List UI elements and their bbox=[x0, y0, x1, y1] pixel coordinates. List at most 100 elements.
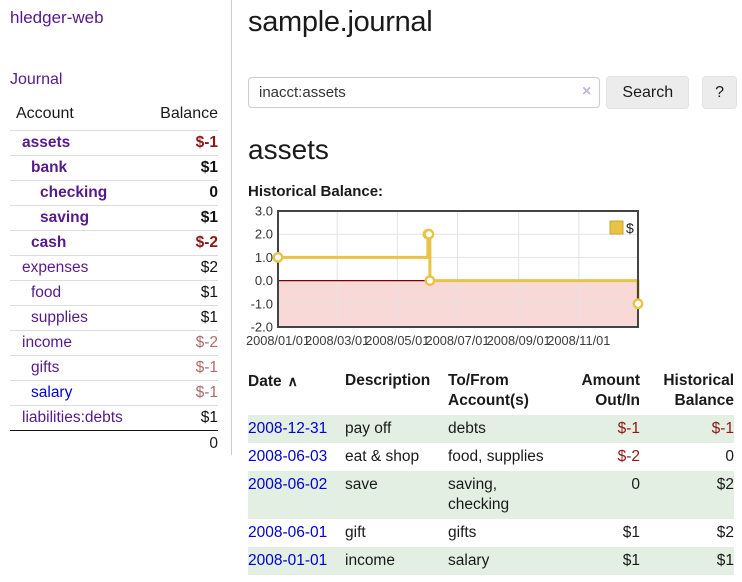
register-col-amount: Amount Out/In bbox=[581, 372, 640, 409]
account-link[interactable]: checking bbox=[40, 184, 108, 201]
register-date-link[interactable]: 2008-06-03 bbox=[248, 448, 328, 465]
search-input[interactable] bbox=[248, 77, 601, 108]
register-col-accounts: To/From Account(s) bbox=[448, 372, 529, 409]
balance-chart-svg: 3.0 2.0 1.0 0.0 -1.0 -2.02008/01/012008/03/01… bbox=[246, 204, 644, 348]
register-date-cell: 2008-12-31 bbox=[248, 415, 345, 443]
account-row: bank $1 bbox=[10, 155, 218, 181]
account-link[interactable]: bank bbox=[31, 159, 68, 176]
account-link[interactable]: income bbox=[22, 334, 72, 351]
chart-y-tick-label: 1.0 bbox=[255, 250, 273, 265]
register-date-link[interactable]: 2008-01-01 bbox=[248, 552, 328, 569]
register-date-cell: 2008-01-01 bbox=[248, 547, 345, 575]
register-date-link[interactable]: 2008-06-01 bbox=[248, 524, 328, 541]
register-row: 2008-06-01 gift gifts $1 $2 bbox=[248, 519, 734, 547]
register-header-row: Date ∧ Description To/From Account(s) Amo… bbox=[248, 369, 734, 415]
chart-x-tick-label: 2008/11/01 bbox=[547, 333, 610, 348]
chart-x-tick-label: 2008/07/01 bbox=[425, 333, 489, 348]
account-balance: $1 bbox=[138, 405, 218, 431]
register-date-link[interactable]: 2008-12-31 bbox=[248, 420, 328, 437]
account-row: cash $-2 bbox=[10, 230, 218, 256]
account-link[interactable]: cash bbox=[31, 234, 67, 251]
sidebar-item-journal[interactable]: Journal bbox=[10, 71, 63, 88]
account-row: supplies $1 bbox=[10, 305, 218, 331]
chart-y-tick-label: 2.0 bbox=[255, 227, 273, 242]
register-amount-cell: $-1 bbox=[617, 420, 640, 437]
account-link[interactable]: saving bbox=[40, 209, 90, 226]
register-balance-cell: $2 bbox=[716, 524, 734, 541]
accounts-table: Account Balance assets $-1 bank $1 checking 0… bbox=[10, 105, 218, 457]
account-balance: $1 bbox=[138, 155, 218, 181]
account-row: salary $-1 bbox=[10, 380, 218, 406]
search-form: × Search ? bbox=[248, 76, 737, 109]
account-link[interactable]: salary bbox=[31, 384, 73, 401]
main-content: sample.journal × Search ? assets Histori… bbox=[246, 0, 737, 575]
account-row: assets $-1 bbox=[10, 130, 218, 156]
register-description-cell: gift bbox=[345, 524, 366, 541]
accounts-col-balance: Balance bbox=[160, 105, 218, 122]
account-balance: 0 bbox=[138, 180, 218, 206]
register-col-date[interactable]: Date ∧ bbox=[248, 373, 298, 390]
help-button[interactable]: ? bbox=[702, 76, 737, 109]
account-row: gifts $-1 bbox=[10, 355, 218, 381]
chart-legend-swatch bbox=[609, 220, 624, 235]
page-title: sample.journal bbox=[248, 6, 433, 38]
chart-data-point bbox=[423, 228, 435, 240]
chart-x-tick-label: 2008/05/01 bbox=[365, 333, 429, 348]
register-description-cell: save bbox=[345, 476, 378, 493]
register-amount-cell: $-2 bbox=[617, 448, 640, 465]
register-date-link[interactable]: 2008-06-02 bbox=[248, 476, 328, 493]
account-balance: $1 bbox=[138, 280, 218, 306]
account-balance: $-2 bbox=[138, 230, 218, 256]
chart-data-point bbox=[424, 275, 436, 287]
chart-x-tick-label: 2008/01/01 bbox=[246, 333, 310, 348]
accounts-col-account: Account bbox=[16, 105, 74, 122]
register-col-balance: Historical Balance bbox=[663, 372, 734, 409]
register-date-cell: 2008-06-03 bbox=[248, 443, 345, 471]
register-row: 2008-06-02 save saving, checking 0 $2 bbox=[248, 471, 734, 519]
account-balance: $-2 bbox=[138, 330, 218, 356]
clear-search-icon[interactable]: × bbox=[582, 83, 592, 100]
balance-chart: 3.0 2.0 1.0 0.0 -1.0 -2.0 2008/01/01 2008/03/01… bbox=[246, 204, 648, 351]
account-link[interactable]: expenses bbox=[22, 259, 89, 276]
register-balance-cell: $1 bbox=[716, 552, 734, 569]
account-link[interactable]: supplies bbox=[31, 309, 88, 326]
account-link[interactable]: assets bbox=[22, 134, 71, 151]
account-row: checking 0 bbox=[10, 180, 218, 206]
account-balance: $1 bbox=[138, 205, 218, 231]
register-accounts-cell: gifts bbox=[448, 524, 477, 541]
register-balance-cell: $2 bbox=[716, 476, 734, 493]
app-brand-link[interactable]: hledger-web bbox=[10, 8, 104, 27]
account-heading: assets bbox=[248, 134, 329, 165]
register-description-cell: pay off bbox=[345, 420, 392, 437]
register-row: 2008-12-31 pay off debts $-1 $-1 bbox=[248, 415, 734, 443]
register-date-cell: 2008-06-02 bbox=[248, 471, 345, 519]
accounts-total-value: 0 bbox=[10, 430, 218, 457]
sidebar: hledger-web Journal Account Balance asse… bbox=[0, 0, 232, 457]
chart-data-point bbox=[632, 298, 644, 310]
account-link[interactable]: liabilities:debts bbox=[22, 409, 123, 426]
register-description-cell: eat & shop bbox=[345, 448, 420, 465]
register-col-description: Description bbox=[345, 372, 431, 389]
account-row: income $-2 bbox=[10, 330, 218, 356]
chart-y-tick-label: 0.0 bbox=[255, 273, 273, 288]
register-accounts-cell: debts bbox=[448, 420, 486, 437]
register-row: 2008-01-01 income salary $1 $1 bbox=[248, 547, 734, 575]
register-amount-cell: $1 bbox=[622, 524, 640, 541]
chart-border bbox=[277, 210, 639, 328]
account-link[interactable]: food bbox=[31, 284, 62, 301]
account-row: liabilities:debts $1 bbox=[10, 405, 218, 431]
register-date-cell: 2008-06-01 bbox=[248, 519, 345, 547]
register-accounts-cell: saving, checking bbox=[448, 476, 510, 513]
chart-y-tick-label: -2.0 bbox=[251, 320, 273, 335]
search-button[interactable]: Search bbox=[606, 76, 690, 109]
chart-x-tick-label: 2008/09/01 bbox=[487, 333, 551, 348]
register-accounts-cell: salary bbox=[448, 552, 490, 569]
register-amount-cell: $1 bbox=[622, 552, 640, 569]
register-table: Date ∧ Description To/From Account(s) Amo… bbox=[248, 369, 734, 575]
account-balance: $1 bbox=[138, 305, 218, 331]
register-amount-cell: 0 bbox=[631, 476, 640, 493]
account-link[interactable]: gifts bbox=[31, 359, 60, 376]
sort-asc-icon: ∧ bbox=[287, 373, 298, 389]
account-balance: $-1 bbox=[138, 130, 218, 156]
register-accounts-cell: food, supplies bbox=[448, 448, 544, 465]
